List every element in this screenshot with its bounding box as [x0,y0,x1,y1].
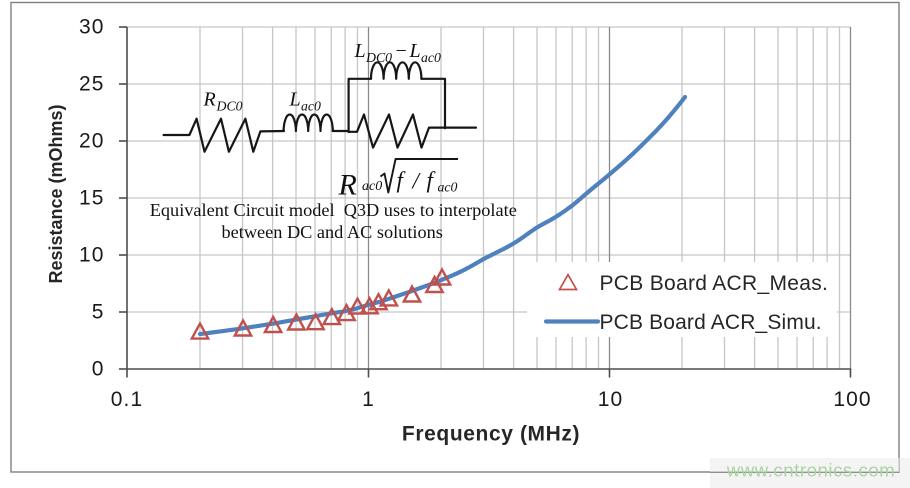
svg-text:between DC and AC solutions: between DC and AC solutions [221,222,442,242]
svg-text:/: / [411,169,422,194]
svg-text:R: R [338,169,357,202]
svg-text:f: f [427,168,437,193]
svg-text:0.1: 0.1 [111,388,144,411]
svg-text:ac0: ac0 [438,180,458,195]
svg-text:100: 100 [833,388,871,411]
svg-text:0: 0 [92,358,105,381]
svg-text:Equivalent Circuit model Q3D: Equivalent Circuit model Q3D uses to int… [150,200,517,220]
svg-text:ac0: ac0 [362,179,382,194]
svg-text:ac0: ac0 [301,99,321,114]
svg-text:Frequency (MHz): Frequency (MHz) [402,423,580,446]
svg-text:Resistance (mOhms): Resistance (mOhms) [46,104,66,283]
svg-text:15: 15 [79,187,105,210]
svg-text:25: 25 [79,73,105,96]
svg-text:L: L [289,89,301,111]
svg-text:10: 10 [598,388,624,411]
svg-text:1: 1 [362,388,375,411]
svg-text:PCB Board ACR_Simu.: PCB Board ACR_Simu. [600,311,822,334]
svg-text:5: 5 [92,301,105,324]
svg-text:L: L [354,40,366,62]
svg-text:ac0: ac0 [421,50,441,65]
svg-text:L: L [409,40,421,62]
svg-text:PCB Board ACR_Meas.: PCB Board ACR_Meas. [600,272,829,295]
svg-text:DC0: DC0 [216,99,243,114]
svg-text:R: R [203,89,216,111]
svg-text:10: 10 [79,244,105,267]
svg-text:30: 30 [79,16,105,39]
svg-text:f: f [397,168,407,193]
svg-text:www.cntronics.com: www.cntronics.com [726,460,895,481]
svg-text:DC0: DC0 [365,50,392,65]
svg-text:−: − [396,40,407,62]
svg-text:20: 20 [79,130,105,153]
